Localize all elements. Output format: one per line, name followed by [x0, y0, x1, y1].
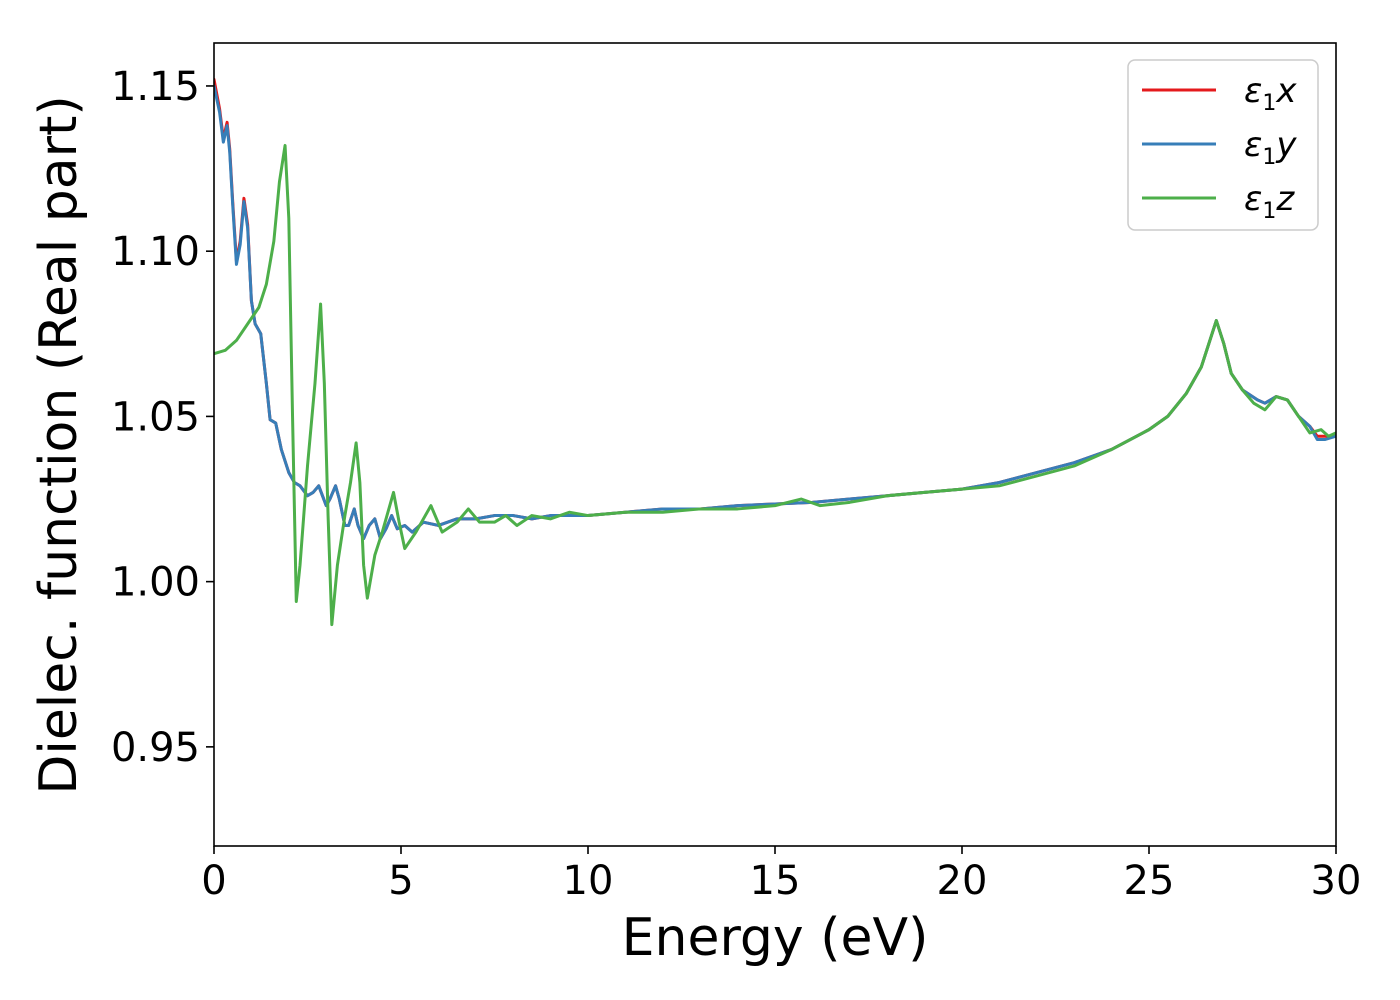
x-tick-label: 20	[937, 858, 988, 904]
y-tick-label: 1.00	[111, 560, 200, 606]
series-line-z	[214, 143, 1336, 627]
legend: ε1x ε1y ε1z	[1127, 59, 1319, 231]
legend-box	[1127, 59, 1319, 231]
x-tick-label: 15	[750, 858, 801, 904]
y-tick-label: 1.05	[111, 394, 200, 440]
x-axis-label: Energy (eV)	[622, 908, 929, 968]
x-tick-label: 25	[1124, 858, 1175, 904]
x-axis-ticks: 0 5 10 15 20 25 30	[201, 846, 1361, 904]
x-tick-label: 10	[563, 858, 614, 904]
y-tick-label: 1.15	[111, 64, 200, 110]
legend-label-x: ε1x	[1244, 71, 1297, 116]
legend-label-z: ε1z	[1244, 179, 1295, 224]
series-layer	[214, 77, 1336, 627]
y-tick-label: 1.10	[111, 229, 200, 275]
y-axis-label: Dielec. function (Real part)	[29, 95, 89, 794]
x-tick-label: 0	[201, 858, 226, 904]
y-tick-label: 0.95	[111, 725, 200, 771]
x-tick-label: 5	[388, 858, 413, 904]
legend-label-y: ε1y	[1244, 125, 1297, 170]
x-tick-label: 30	[1311, 858, 1362, 904]
y-axis-ticks: 0.95 1.00 1.05 1.10 1.15	[111, 64, 214, 771]
